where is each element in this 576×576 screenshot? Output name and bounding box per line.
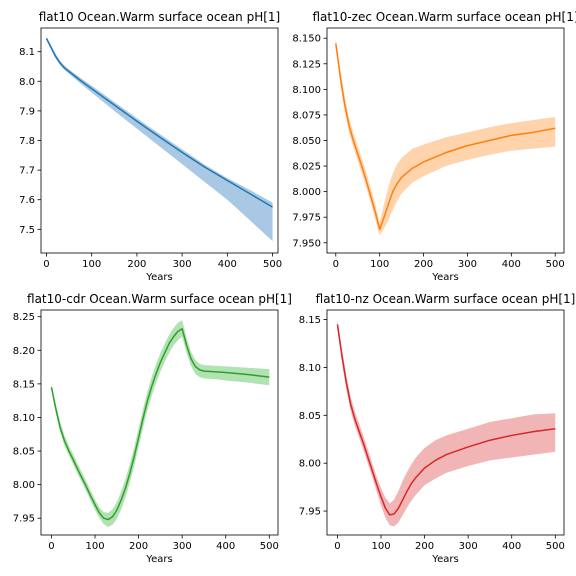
y-tick-label: 8.20 xyxy=(13,346,35,357)
x-tick-label: 300 xyxy=(459,541,478,552)
uncertainty-band xyxy=(51,320,270,527)
y-tick-label: 8.10 xyxy=(13,413,35,424)
y-tick-label: 8.000 xyxy=(292,187,321,198)
x-axis-label: Years xyxy=(431,554,458,565)
chart-panel-4: 0 100 200 300 400 500 7.95 8.00 8.05 8.10 8.15 Year… xyxy=(299,292,576,565)
x-tick-label: 100 xyxy=(82,259,101,270)
x-tick-label: 500 xyxy=(263,259,282,270)
y-tick-label: 7.9 xyxy=(19,106,35,117)
y-tick-label: 8.00 xyxy=(299,459,321,470)
x-tick-label: 0 xyxy=(43,259,49,270)
x-tick-label: 200 xyxy=(415,541,434,552)
chart-title: flat10-nz Ocean.Warm surface ocean pH[1] xyxy=(316,292,576,306)
y-tick-label: 8.05 xyxy=(299,411,321,422)
y-tick-label: 8.25 xyxy=(13,312,35,323)
x-tick-label: 400 xyxy=(502,259,521,270)
chart-title: flat10-cdr Ocean.Warm surface ocean pH[1… xyxy=(27,292,292,306)
y-tick-label: 8.125 xyxy=(292,59,321,70)
uncertainty-band xyxy=(46,36,273,242)
y-tick-label: 7.6 xyxy=(19,195,35,206)
x-axis-label: Years xyxy=(431,272,458,283)
x-tick-label: 200 xyxy=(414,259,433,270)
uncertainty-band xyxy=(337,319,556,527)
series-line xyxy=(45,38,273,208)
chart-title: flat10 Ocean.Warm surface ocean pH[1] xyxy=(39,10,280,24)
x-tick-label: 100 xyxy=(85,541,104,552)
y-tick-label: 7.95 xyxy=(13,514,35,525)
y-tick-label: 7.5 xyxy=(19,225,35,236)
x-tick-label: 300 xyxy=(173,541,192,552)
x-tick-label: 500 xyxy=(546,541,565,552)
y-tick-label: 8.075 xyxy=(292,110,321,121)
axes-frame xyxy=(326,309,565,536)
y-tick-label: 8.050 xyxy=(292,136,321,147)
x-tick-label: 300 xyxy=(173,259,192,270)
y-tick-label: 8.15 xyxy=(299,315,321,326)
x-tick-label: 100 xyxy=(370,259,389,270)
y-tick-label: 7.7 xyxy=(19,166,35,177)
y-tick-label: 8.100 xyxy=(292,85,321,96)
x-tick-label: 200 xyxy=(127,259,146,270)
x-tick-label: 400 xyxy=(216,541,235,552)
series-line xyxy=(50,328,270,521)
chart-title: flat10-zec Ocean.Warm surface ocean pH[1… xyxy=(312,10,576,24)
x-tick-label: 500 xyxy=(260,541,279,552)
chart-panel-2: 0 100 200 300 400 500 7.950 7.975 8.000 8.025 8.05… xyxy=(292,10,576,283)
axes-frame xyxy=(40,309,279,536)
x-tick-label: 0 xyxy=(333,259,339,270)
y-tick-label: 8.0 xyxy=(19,77,35,88)
chart-panel-1: 0 100 200 300 400 500 7.5 7.6 7.7 7.8 7.9 8.0 8.1 Yea… xyxy=(19,10,282,283)
chart-panel-3: 0 100 200 300 400 500 7.95 8.00 8.05 8.10 8.15 8.20… xyxy=(13,292,292,565)
y-tick-label: 8.1 xyxy=(19,47,35,58)
y-tick-label: 8.150 xyxy=(292,34,321,45)
x-tick-label: 0 xyxy=(334,541,340,552)
y-tick-label: 7.950 xyxy=(292,238,321,249)
y-tick-label: 7.975 xyxy=(292,213,321,224)
x-tick-label: 400 xyxy=(502,541,521,552)
x-axis-label: Years xyxy=(145,272,172,283)
y-tick-label: 8.00 xyxy=(13,480,35,491)
x-tick-label: 0 xyxy=(48,541,54,552)
series-line xyxy=(336,324,556,516)
x-tick-label: 100 xyxy=(371,541,390,552)
y-tick-label: 7.95 xyxy=(299,507,321,518)
series-line xyxy=(335,43,556,231)
x-tick-label: 400 xyxy=(218,259,237,270)
y-tick-label: 7.8 xyxy=(19,136,35,147)
y-tick-label: 8.025 xyxy=(292,162,321,173)
x-tick-label: 200 xyxy=(129,541,148,552)
y-tick-label: 8.15 xyxy=(13,379,35,390)
x-tick-label: 300 xyxy=(458,259,477,270)
y-tick-label: 8.10 xyxy=(299,363,321,374)
x-tick-label: 500 xyxy=(546,259,565,270)
x-axis-label: Years xyxy=(145,554,172,565)
y-tick-label: 8.05 xyxy=(13,447,35,458)
uncertainty-band xyxy=(335,38,556,236)
